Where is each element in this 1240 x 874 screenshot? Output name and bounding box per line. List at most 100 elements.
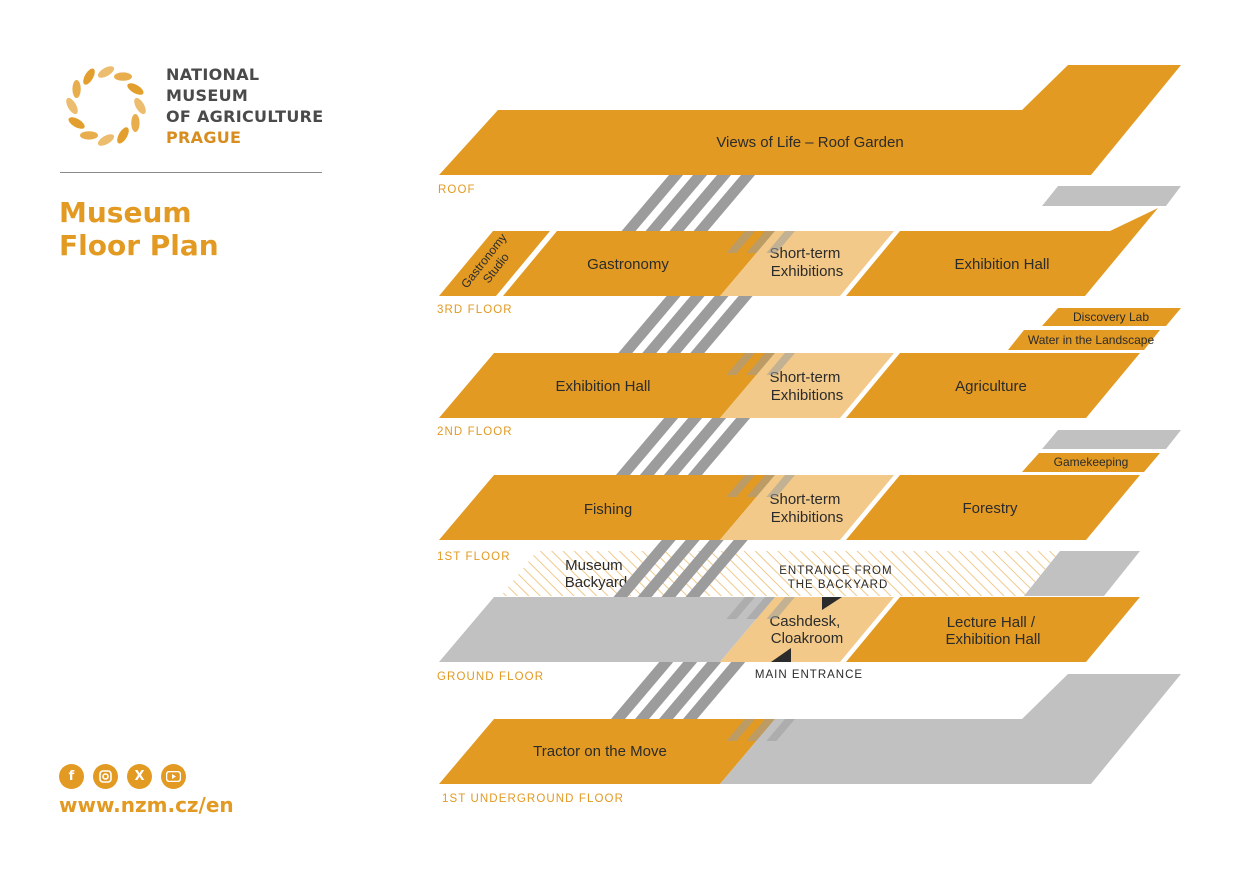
stair-step (687, 418, 751, 475)
backyard-entrance-arrow-icon (822, 597, 842, 610)
logo-icon (66, 66, 146, 146)
gray-block-backyard (1024, 551, 1140, 596)
stair-step (642, 296, 705, 353)
tractor-label: Tractor on the Move (533, 743, 667, 760)
youtube-icon[interactable] (161, 764, 186, 789)
stair-step (683, 662, 746, 719)
exhibition-hall-2nd-area (439, 353, 775, 418)
logo-leaf (131, 114, 140, 132)
museum-backyard-label: Museum Backyard (565, 557, 628, 591)
logo-leaf (66, 97, 78, 115)
stair-step (637, 540, 700, 597)
stair-step (613, 540, 676, 597)
fishing-area (439, 475, 775, 540)
logo-leaf (97, 66, 115, 78)
short-term-exhibitions-2nd-area (720, 353, 894, 418)
short-term-2nd-line-1: Short-term (769, 369, 840, 386)
stair-step (746, 719, 775, 741)
exhibition-hall-3rd-label: Exhibition Hall (954, 256, 1049, 273)
cashdesk-area (720, 597, 894, 662)
floor-label-roof: ROOF (438, 184, 476, 196)
ground-gray-area (439, 597, 775, 662)
short-term-exhibitions-1st-label: Short-term Exhibitions (769, 491, 844, 526)
short-term-2nd-line-2: Exhibitions (771, 387, 844, 404)
stair-step (611, 662, 674, 719)
floor-label-ground: GROUND FLOOR (437, 671, 544, 683)
stair-step (746, 475, 775, 497)
water-landscape-area (1008, 330, 1160, 350)
header-divider (60, 172, 322, 173)
cashdesk-line-2: Cloakroom (771, 630, 844, 647)
logo-leaf (68, 117, 85, 129)
stair-step (726, 597, 755, 619)
page-title-line-2: Floor Plan (59, 229, 219, 262)
logo-leaf (117, 127, 129, 144)
forestry-label: Forestry (962, 500, 1018, 517)
gamekeeping-label: Gamekeeping (1054, 455, 1129, 469)
floor-label-underground: 1ST UNDERGROUND FLOOR (442, 793, 624, 805)
museum-city: PRAGUE (166, 128, 242, 147)
exhibition-hall-3rd-area (846, 208, 1158, 296)
short-term-1st-line-2: Exhibitions (771, 509, 844, 526)
main-entrance-label: MAIN ENTRANCE (755, 669, 863, 681)
logo-leaf (127, 83, 144, 95)
stair-step (659, 662, 722, 719)
underground-gray-area (720, 674, 1181, 784)
gastronomy-label: Gastronomy (587, 256, 669, 273)
lecture-hall-area (846, 597, 1140, 662)
floor-label-1st: 1ST FLOOR (437, 551, 511, 563)
stair-step (746, 597, 775, 619)
instagram-icon[interactable] (93, 764, 118, 789)
short-term-exhibitions-2nd-label: Short-term Exhibitions (769, 369, 844, 404)
gastronomy-studio-area (439, 231, 550, 296)
main-entrance-arrow-icon (771, 648, 791, 662)
stair-step (726, 719, 755, 741)
agriculture-area (846, 353, 1140, 418)
short-term-exhibitions-1st-area (720, 475, 894, 540)
museum-backyard-area (501, 551, 1060, 596)
gray-block-1st (1042, 430, 1181, 449)
lecture-hall-line-1: Lecture Hall / (947, 614, 1036, 631)
stair-step (685, 540, 748, 597)
stair-step (639, 418, 703, 475)
museum-name-line-2: MUSEUM (166, 86, 249, 105)
short-term-exhibitions-3rd-label: Short-term Exhibitions (769, 245, 844, 280)
water-landscape-label: Water in the Landscape (1028, 333, 1155, 347)
social-links: f X (59, 764, 186, 789)
facebook-icon[interactable]: f (59, 764, 84, 789)
stair-step (746, 231, 775, 253)
discovery-lab-area (1042, 308, 1181, 326)
gray-block-3rd (1042, 186, 1181, 206)
stair-step (615, 418, 679, 475)
stair-step (766, 719, 795, 741)
short-term-exhibitions-3rd-area (720, 231, 894, 296)
museum-name-line-3: OF AGRICULTURE (166, 107, 324, 126)
entrance-backyard-line-2: THE BACKYARD (788, 579, 889, 591)
floor-label-2nd: 2ND FLOOR (437, 426, 513, 438)
staircase (611, 175, 795, 741)
stair-step (645, 175, 707, 231)
lecture-hall-label: Lecture Hall / Exhibition Hall (945, 614, 1040, 648)
cashdesk-label: Cashdesk, Cloakroom (769, 613, 844, 647)
lecture-hall-line-2: Exhibition Hall (945, 631, 1040, 648)
stair-step (766, 475, 795, 497)
museum-backyard-line-2: Backyard (565, 574, 628, 591)
stair-step (693, 175, 755, 231)
website-link[interactable]: www.nzm.cz/en (59, 793, 234, 817)
page-title: Museum Floor Plan (59, 196, 219, 262)
museum-name-line-1: NATIONAL (166, 65, 260, 84)
roof-garden-area (439, 65, 1181, 175)
stair-step (618, 296, 681, 353)
stair-step (746, 353, 775, 375)
gamekeeping-area (1022, 453, 1160, 472)
agriculture-label: Agriculture (955, 378, 1027, 395)
museum-backyard-line-1: Museum (565, 557, 623, 574)
short-term-3rd-line-2: Exhibitions (771, 263, 844, 280)
logo-leaf (97, 134, 115, 146)
x-icon[interactable]: X (127, 764, 152, 789)
roof-garden-label: Views of Life – Roof Garden (716, 134, 903, 151)
stair-step (690, 296, 753, 353)
stair-step (726, 353, 755, 375)
short-term-1st-line-1: Short-term (769, 491, 840, 508)
